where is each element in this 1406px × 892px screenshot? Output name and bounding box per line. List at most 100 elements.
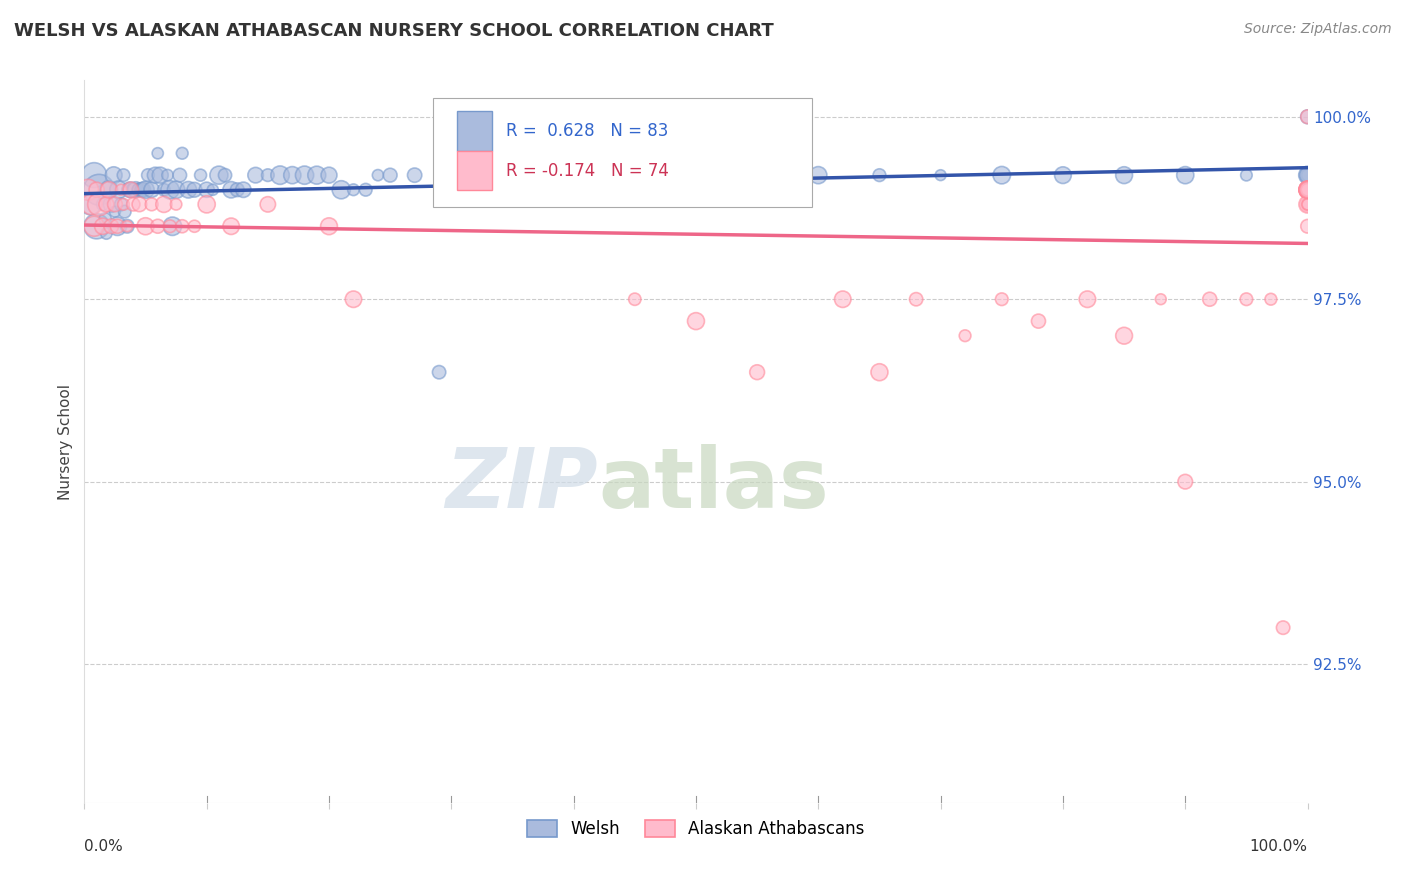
Point xyxy=(869,168,891,182)
Point xyxy=(104,204,127,219)
Point xyxy=(105,219,128,234)
Point xyxy=(1296,183,1319,197)
Y-axis label: Nursery School: Nursery School xyxy=(58,384,73,500)
Point xyxy=(1052,168,1074,182)
Point xyxy=(1296,197,1319,211)
Point xyxy=(1296,197,1319,211)
Point xyxy=(1296,168,1319,182)
Point xyxy=(107,183,129,197)
Point xyxy=(94,211,117,226)
Point xyxy=(87,183,110,197)
Point xyxy=(1296,183,1319,197)
Point xyxy=(1296,183,1319,197)
Point xyxy=(1296,110,1319,124)
Point xyxy=(281,168,304,182)
Point xyxy=(135,183,157,197)
Point xyxy=(165,197,187,211)
Point xyxy=(342,292,364,306)
Point xyxy=(195,183,218,197)
Point xyxy=(305,168,328,182)
Point xyxy=(143,168,166,182)
Point xyxy=(929,168,952,182)
Point xyxy=(105,219,128,234)
Point xyxy=(96,227,118,241)
Point xyxy=(342,183,364,197)
Point xyxy=(110,197,132,211)
Point xyxy=(1296,183,1319,197)
Point xyxy=(103,168,125,182)
Point xyxy=(1296,183,1319,197)
Point xyxy=(86,219,108,234)
Point xyxy=(131,183,153,197)
Point xyxy=(153,183,176,197)
Point xyxy=(172,146,194,161)
Point xyxy=(77,183,100,197)
Point xyxy=(1114,168,1136,182)
Point xyxy=(1296,183,1319,197)
Text: Source: ZipAtlas.com: Source: ZipAtlas.com xyxy=(1244,22,1392,37)
Point xyxy=(156,168,179,182)
Point xyxy=(122,197,145,211)
Point xyxy=(100,219,122,234)
Point xyxy=(1236,168,1258,182)
Point xyxy=(1296,168,1319,182)
Point xyxy=(146,146,169,161)
Point xyxy=(1114,328,1136,343)
Point xyxy=(831,292,853,306)
Point xyxy=(953,328,976,343)
Point xyxy=(214,168,236,182)
Text: atlas: atlas xyxy=(598,444,830,525)
Point xyxy=(747,365,769,379)
Point xyxy=(118,183,141,197)
Point xyxy=(208,168,231,182)
Point xyxy=(159,219,181,234)
Point xyxy=(162,219,184,234)
Point xyxy=(869,365,891,379)
Point xyxy=(1174,475,1197,489)
Point xyxy=(96,197,118,211)
Point xyxy=(1296,183,1319,197)
Point xyxy=(169,168,191,182)
Point xyxy=(624,292,647,306)
Point xyxy=(135,219,157,234)
Point xyxy=(257,168,280,182)
Point xyxy=(83,219,105,234)
Point xyxy=(1150,292,1173,306)
Point xyxy=(562,168,585,182)
Point xyxy=(367,168,389,182)
Point xyxy=(1028,314,1050,328)
Point xyxy=(1260,292,1282,306)
Point xyxy=(226,183,249,197)
Point xyxy=(104,197,127,211)
Point xyxy=(136,168,159,182)
Point xyxy=(153,197,176,211)
Point xyxy=(195,197,218,211)
Point xyxy=(183,219,205,234)
Point xyxy=(1296,197,1319,211)
Point xyxy=(80,197,103,211)
Bar xyxy=(457,151,492,191)
Point xyxy=(1296,219,1319,234)
Point xyxy=(318,168,340,182)
Point xyxy=(115,219,138,234)
Point xyxy=(685,168,707,182)
Point xyxy=(427,365,450,379)
Point xyxy=(354,183,377,197)
Legend: Welsh, Alaskan Athabascans: Welsh, Alaskan Athabascans xyxy=(520,814,872,845)
Point xyxy=(807,168,830,182)
Point xyxy=(318,219,340,234)
Point xyxy=(526,168,548,182)
Point xyxy=(91,197,114,211)
Point xyxy=(1296,183,1319,197)
Point xyxy=(128,183,150,197)
Point xyxy=(149,168,172,182)
Point xyxy=(1296,183,1319,197)
FancyBboxPatch shape xyxy=(433,98,813,207)
Point xyxy=(404,168,426,182)
Point xyxy=(1296,183,1319,197)
Point xyxy=(1296,183,1319,197)
Point xyxy=(219,183,242,197)
Point xyxy=(112,197,135,211)
Point xyxy=(146,219,169,234)
Point xyxy=(269,168,291,182)
